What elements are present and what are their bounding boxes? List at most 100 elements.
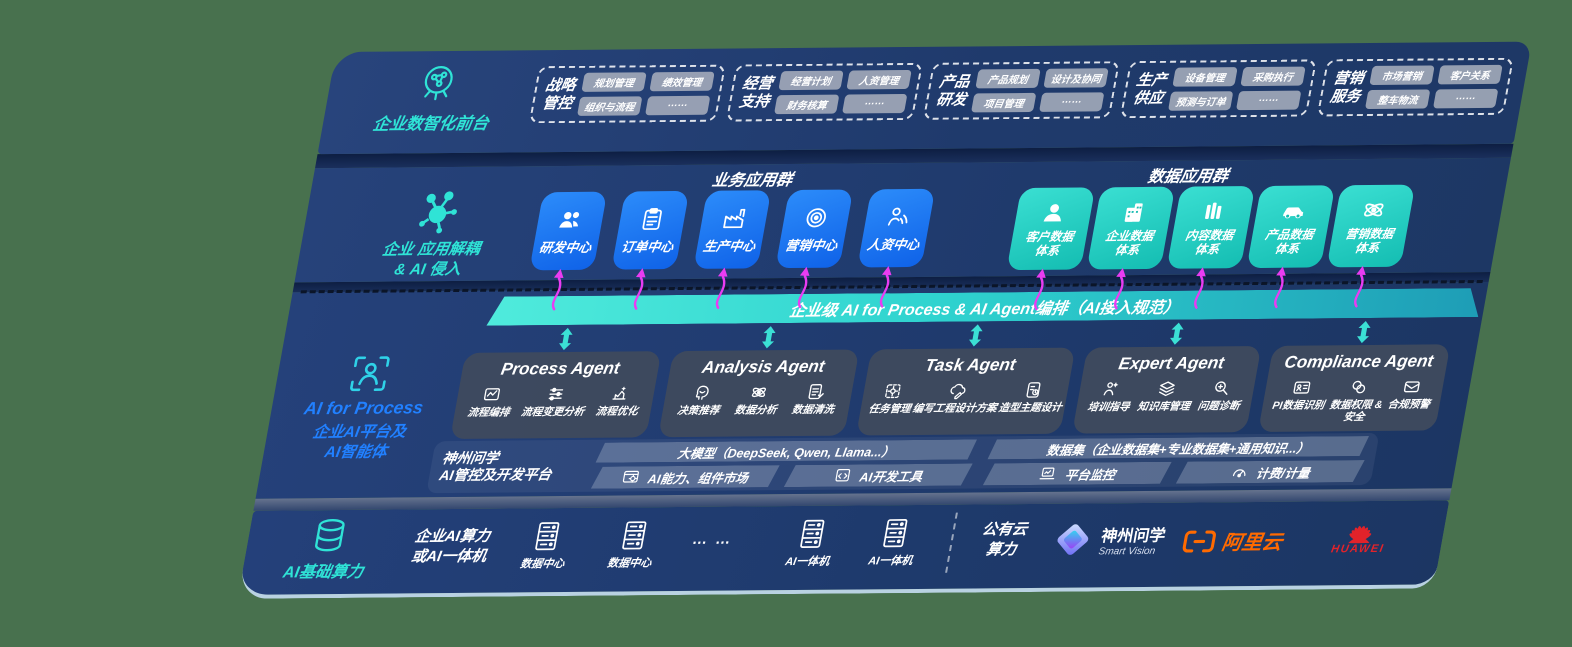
front-office-side-label: 企业数智化前台 <box>349 60 522 135</box>
person-icon <box>1039 199 1070 225</box>
agent-row: Process Agent 流程编排 流程变更分析 流程优化 Analysis … <box>449 344 1451 440</box>
connector-arrow <box>879 266 892 308</box>
app-center-production: 生产中心 <box>693 190 772 310</box>
monitoring-cell: 平台监控 <box>983 462 1172 486</box>
gauge-icon <box>1229 463 1250 481</box>
diagram-body: 企业数智化前台 战略 管控 规划管理 绩效管理 组织与流程 …… 经营 支持 经营计… <box>237 36 1533 599</box>
huawei-flower-icon <box>1337 509 1387 544</box>
chip: …… <box>1433 88 1499 109</box>
bidirectional-arrow <box>969 324 983 347</box>
data-system-product: 产品数据 体系 <box>1246 185 1336 309</box>
group-marketing-service: 营销 服务 市场营销 客户关系 整车物流 …… <box>1316 57 1515 117</box>
agent-title: Compliance Agent <box>1282 351 1435 372</box>
compute-label: AI基础算力 <box>281 563 365 582</box>
diamond-logo-icon <box>1049 519 1096 559</box>
server-icon <box>530 520 564 552</box>
agent-capability: 决策推荐 <box>676 383 724 417</box>
devtools-icon <box>832 467 853 485</box>
chip: …… <box>1039 92 1105 112</box>
enterprise-compute-label: 企业AI算力 或AI一体机 <box>409 527 492 565</box>
chip: 设备管理 <box>1172 67 1238 87</box>
chip: 绩效管理 <box>649 71 715 92</box>
chip: 整车物流 <box>1365 89 1431 110</box>
agent-capability: 合规预警 <box>1385 376 1435 423</box>
billing-cell: 计费/计量 <box>1176 460 1365 484</box>
chip: …… <box>1236 90 1302 111</box>
decision-icon <box>690 383 714 403</box>
data-system-customer: 客户数据 体系 <box>1006 187 1096 311</box>
agent-capability: 造型主题设计 <box>998 380 1067 415</box>
server-icon <box>617 519 651 551</box>
layers-icon <box>1155 379 1179 399</box>
chip: 客户关系 <box>1437 64 1503 85</box>
bidirectional-arrow <box>1170 322 1184 345</box>
agent-capability: 流程编排 <box>466 384 514 419</box>
task-agent-card: Task Agent 任务管理 编写工程设计方案 造型主题设计 <box>855 347 1076 436</box>
app-center-marketing: 营销中心 <box>775 189 854 309</box>
huawei-logo: HUAWEI <box>1322 509 1400 556</box>
app-center-order: 订单中心 <box>611 190 690 310</box>
chip: 组织与流程 <box>577 96 643 116</box>
monitor-icon <box>1038 465 1059 483</box>
app-center-hr: 人资中心 <box>857 188 936 308</box>
agent-capability: 编写工程设计方案 <box>912 380 1002 415</box>
people-icon <box>555 206 586 232</box>
group-production-supply: 生产 供应 设备管理 采购执行 预测与订单 …… <box>1119 59 1318 119</box>
atom-small-icon <box>747 382 771 402</box>
dataset-column: 数据集（企业数据集+专业数据集+通用知识...） 平台监控 计费/计量 <box>983 436 1369 485</box>
platform-panel: 神州问学 AI管控及开发平台 大模型（DeepSeek, Qwen, Llama.… <box>426 432 1380 494</box>
chip: 规划管理 <box>581 72 647 92</box>
connector-arrow <box>715 267 728 310</box>
database-icon <box>306 516 353 556</box>
data-system-enterprise: 企业数据 体系 <box>1086 186 1176 310</box>
group-product-rd: 产品 研发 产品规划 设计及协同 项目管理 …… <box>922 61 1121 120</box>
connector-arrow <box>1114 267 1126 310</box>
data-system-content: 内容数据 体系 <box>1166 185 1256 309</box>
person-wave-icon <box>883 203 914 229</box>
chip: 财务核算 <box>774 94 840 115</box>
ali-brackets-icon <box>1180 528 1219 554</box>
ai-for-process-label: AI for Process <box>302 397 425 419</box>
llm-bar: 大模型（DeepSeek, Qwen, Llama...） <box>595 439 977 462</box>
connector-arrow <box>1194 267 1206 309</box>
design-doc-icon <box>1022 380 1046 400</box>
connector-arrow <box>1274 266 1286 309</box>
compliance-agent-card: Compliance Agent PI数据识别 数据权限 & 安全 合规预警 <box>1257 344 1451 432</box>
diagnose-icon <box>1210 378 1234 398</box>
id-card-icon <box>1290 377 1314 397</box>
chip: 设计及协同 <box>1043 68 1109 88</box>
smartvision-logo: 神州问学 Smart Vision <box>1049 519 1168 560</box>
scan-person-icon <box>346 354 393 394</box>
data-clean-icon <box>804 382 828 402</box>
bidirectional-arrow <box>559 327 573 351</box>
atom-icon <box>1359 196 1390 222</box>
dashed-divider <box>945 512 958 573</box>
chip: 经营计划 <box>778 70 844 91</box>
connector-arrow <box>633 268 646 310</box>
chip: 产品规划 <box>975 68 1041 89</box>
server-icon <box>878 517 912 549</box>
layer-compute: AI基础算力 企业AI算力 或AI一体机 数据中心 数据中心 … … AI一体机 … <box>237 500 1450 599</box>
datacenter-item: 数据中心 <box>590 519 675 571</box>
process-agent-card: Process Agent 流程编排 流程变更分析 流程优化 <box>449 351 662 440</box>
agent-capability: PI数据识别 <box>1269 377 1329 424</box>
connector-arrow <box>1034 268 1046 311</box>
datacenter-item: 数据中心 <box>503 520 588 572</box>
molecule-icon <box>411 189 465 235</box>
training-icon <box>1100 379 1124 399</box>
business-app-row: 研发中心 订单中心 生产中心 营销中心 <box>529 188 936 311</box>
permission-icon <box>1348 377 1372 397</box>
ai-appliance-item: AI一体机 <box>851 517 936 569</box>
car-icon <box>1279 197 1310 223</box>
alicloud-logo: 阿里云 <box>1180 526 1285 556</box>
agent-capability: 问题诊断 <box>1197 378 1245 413</box>
analysis-agent-card: Analysis Agent 决策推荐 数据分析 数据清洗 <box>657 349 860 438</box>
bidirectional-arrow <box>1357 320 1371 344</box>
agent-capability: 数据清洗 <box>791 382 839 416</box>
ellipsis: … … <box>690 530 735 548</box>
compute-side-label: AI基础算力 <box>256 515 398 582</box>
connector-arrow <box>551 268 564 311</box>
target-icon <box>801 204 832 230</box>
chip: 项目管理 <box>971 92 1037 113</box>
brain-icon <box>412 61 464 105</box>
